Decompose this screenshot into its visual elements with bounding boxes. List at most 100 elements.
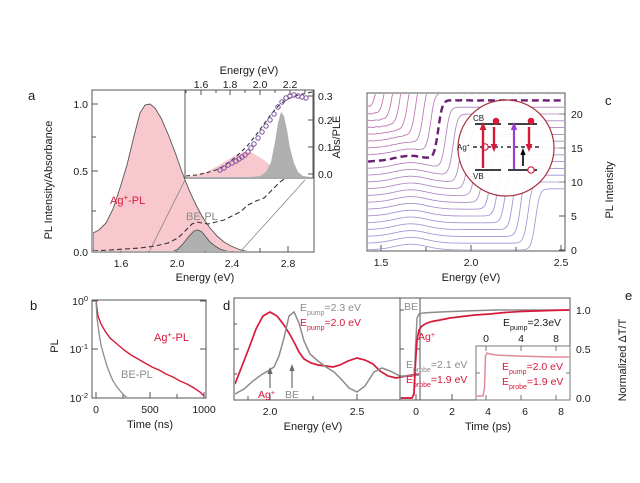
panel-e-ytick-2: 1.0 (576, 305, 591, 317)
curve-ag-pl-a (93, 103, 249, 251)
panel-e-ytick-1: 0.5 (576, 344, 591, 356)
panel-d-xlabel: Energy (eV) (284, 421, 343, 433)
level-label-ag: Ag+ (457, 143, 470, 152)
panel-e-inset-xtick-2: 8 (553, 333, 559, 345)
level-label-cb: CB (473, 114, 484, 123)
panel-a-xtick-2: 2.4 (225, 258, 240, 270)
panel-c-ytick-3: 15 (571, 143, 583, 155)
panel-b-label: b (30, 298, 37, 313)
panel-a-be-pl-annotation: BE-PL (186, 211, 218, 223)
curve-be-pl-a (172, 229, 229, 251)
panel-a-xtick-0: 1.6 (114, 258, 129, 270)
panel-b-ag-pl-annotation: Ag+-PL (154, 330, 189, 345)
panel-e-legend-1: Eprobe=1.9 eV (406, 374, 467, 389)
panel-c-ytick-0: 0 (571, 245, 577, 257)
panel-b-ytick-0: 10-2 (70, 391, 88, 406)
panel-e-legend-0: Eprobe=2.1 eV (406, 359, 467, 374)
panel-a-plot-area (93, 103, 313, 251)
panel-b-ytick-2: 100 (72, 294, 88, 309)
panel-d-xtick-1: 2.5 (350, 406, 365, 418)
panel-a-inset: Energy (eV) 1.6 1.8 2.0 2.2 0.0 0.1 0.2 … (184, 65, 343, 181)
panel-e-inset-pump-label: Epump=2.3eV (503, 317, 561, 332)
panel-a-inset-ytick-0: 0.0 (318, 169, 333, 181)
panel-a: a PL Intensity/Absorbance 0.0 0.5 1.0 1.… (28, 65, 343, 284)
panel-d-legend-0: Epump=2.3 eV (300, 302, 361, 317)
panel-a-ytick-2: 1.0 (73, 99, 88, 111)
panel-b-xtick-1: 500 (141, 404, 159, 416)
waterfall-curve (368, 94, 376, 107)
panel-a-ytick-0: 0.0 (73, 247, 88, 259)
panel-c-ytick-2: 10 (571, 177, 583, 189)
panel-b: b PL 10-2 10-1 100 0 500 1000 Time (ns) … (30, 294, 216, 432)
panel-b-xtick-0: 0 (93, 404, 99, 416)
panel-e-xlabel: Time (ps) (465, 421, 511, 433)
curve-inset-e (477, 352, 569, 397)
panel-b-ytick-1: 10-1 (70, 342, 88, 357)
panel-c-label: c (605, 93, 612, 108)
panel-c: c PL Intensity 0 5 10 15 20 1.5 2.0 2.5 … (366, 92, 616, 284)
waterfall-curve (368, 94, 410, 135)
panel-d-annotation-be: BE (285, 389, 299, 401)
panel-c-xtick-2: 2.5 (554, 257, 569, 269)
panel-e-inset-legend-0: Epump=2.0 eV (502, 361, 563, 376)
panel-a-label: a (28, 88, 36, 103)
panel-b-be-pl-annotation: BE-PL (121, 369, 153, 381)
curve-be-pl-b (95, 301, 128, 397)
panel-b-xtick-2: 1000 (192, 404, 216, 416)
curve-ag-pl-b (95, 301, 205, 397)
panel-a-inset-ytick-3: 0.3 (318, 91, 333, 103)
panel-e-ytick-0: 0.0 (576, 393, 591, 405)
panel-e-xtick-3: 6 (522, 406, 528, 418)
panel-a-ag-pl-annotation: Ag+-PL (110, 193, 145, 208)
panel-d-arrow-be (289, 364, 295, 388)
panel-c-level-diagram: CB Ag+ VB (457, 99, 555, 197)
panel-a-xlabel: Energy (eV) (176, 272, 235, 284)
waterfall-curve (368, 94, 419, 142)
panel-e-xtick-1: 2 (449, 406, 455, 418)
panel-a-inset-xtick-3: 2.2 (283, 79, 298, 91)
panel-c-ytick-4: 20 (571, 109, 583, 121)
panel-e-inset: Epump=2.3eV 0 4 8 Epump=2.0 eV Eprobe=1.… (475, 317, 571, 401)
panel-d-legend-1: Epump=2.0 eV (300, 317, 361, 332)
panel-d-annotation-ag: Ag+ (258, 389, 275, 401)
panel-d: d 2.0 2.5 Energy (eV) Epump=2.3 eV Epump… (223, 297, 421, 433)
panel-d-arrow-ag (267, 367, 273, 388)
panel-a-inset-xtick-2: 2.0 (253, 79, 268, 91)
panel-d-axes: 2.0 2.5 Energy (eV) (233, 297, 421, 433)
waterfall-curve (368, 181, 564, 244)
panel-c-axes: 0 5 10 15 20 1.5 2.0 2.5 Energy (eV) (366, 92, 583, 284)
panel-e-xtick-0: 0 (413, 406, 419, 418)
panel-a-inset-ytick-1: 0.1 (318, 142, 333, 154)
panel-a-inset-xtick-1: 1.8 (223, 79, 238, 91)
panel-c-xtick-0: 1.5 (374, 257, 389, 269)
panel-d-xtick-0: 2.0 (263, 406, 278, 418)
waterfall-curve (368, 188, 564, 250)
panel-c-ylabel: PL Intensity (604, 161, 616, 219)
panel-c-xtick-1: 2.0 (464, 257, 479, 269)
curve-be-pl-inset (252, 112, 310, 177)
panel-a-inset-ylabel: Abs/PLE (331, 116, 343, 159)
panel-b-ylabel: PL (49, 339, 61, 352)
panel-a-inset-xlabel: Energy (eV) (220, 65, 279, 77)
panel-c-xlabel: Energy (eV) (442, 272, 501, 284)
panel-a-ylabel: PL Intensity/Absorbance (43, 121, 55, 240)
panel-c-ytick-1: 5 (571, 211, 577, 223)
waterfall-curve (368, 94, 564, 156)
panel-e-annotation-be: BE (404, 301, 418, 313)
panel-e-xtick-4: 8 (558, 406, 564, 418)
panel-b-axes: 10-2 10-1 100 0 500 1000 Time (ns) (70, 294, 216, 432)
panel-e-inset-xtick-1: 4 (518, 333, 524, 345)
panel-e: e Normalized ΔT/T 0.0 0.5 1.0 0 2 4 6 8 … (399, 288, 632, 433)
ple-data-points (217, 92, 309, 173)
waterfall-curve-highlighted (368, 98, 564, 163)
panel-a-inset-ytick-2: 0.2 (318, 115, 333, 127)
panel-e-xtick-2: 4 (485, 406, 491, 418)
waterfall-curve (368, 94, 427, 149)
curve-absorbance-a (93, 159, 313, 251)
panel-d-label: d (223, 298, 230, 313)
level-label-vb: VB (473, 172, 484, 181)
panel-a-xtick-1: 2.0 (170, 258, 185, 270)
panel-b-xlabel: Time (ns) (127, 419, 173, 431)
panel-e-label: e (625, 288, 632, 303)
